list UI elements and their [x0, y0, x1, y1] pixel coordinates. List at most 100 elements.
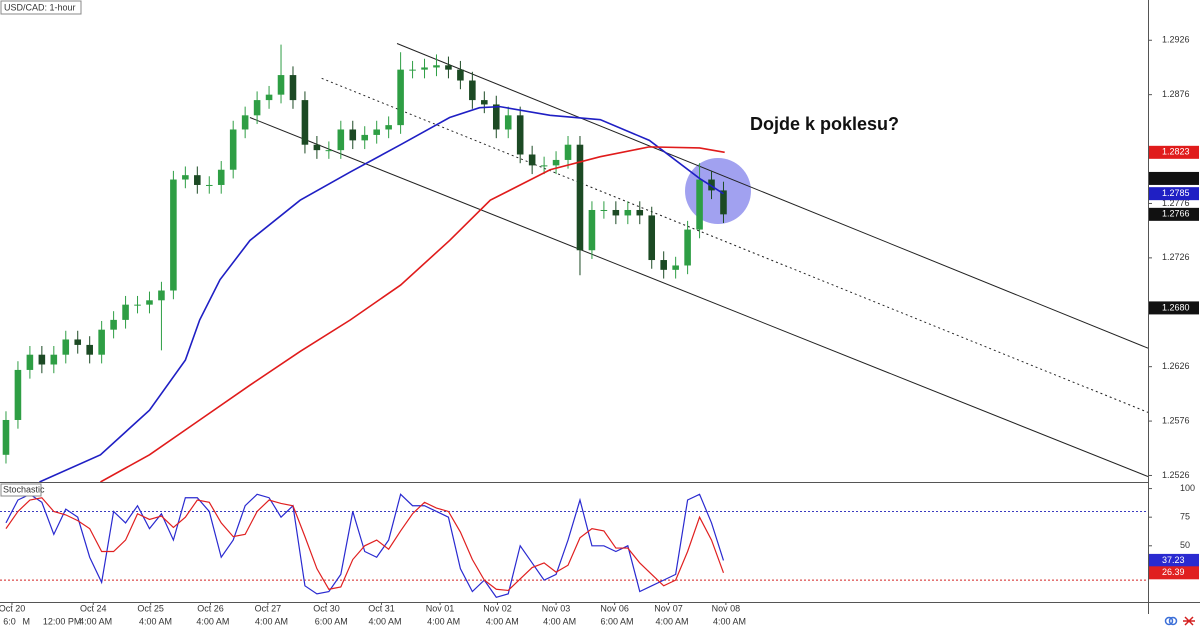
ma-price-tag-box [1149, 187, 1199, 201]
candle-body [277, 75, 285, 95]
candle-body [122, 304, 129, 320]
x-time-label: 4:00 AM [79, 616, 112, 626]
candle-body [696, 179, 703, 230]
x-date-label: Oct 31 [368, 603, 395, 613]
y-tick-label: 100 [1180, 483, 1195, 493]
candle-body [624, 209, 632, 216]
x-time-label: M [23, 616, 31, 626]
x-time-label: 4:00 AM [196, 616, 229, 626]
x-time-label: 4:00 AM [713, 616, 746, 626]
candle-body [146, 300, 153, 305]
candle-body [361, 134, 369, 141]
moving-average [100, 146, 725, 482]
x-time-label: 12:00 PM [43, 616, 82, 626]
annotation: Dojde k poklesu? [750, 114, 899, 134]
candle-body [289, 75, 297, 101]
candle-body [217, 169, 225, 185]
stochastic-panel [0, 493, 1148, 598]
price-tag-box [1149, 301, 1199, 315]
icon-link[interactable] [1164, 616, 1174, 626]
candle-body [504, 115, 512, 130]
candle-body [229, 129, 237, 170]
candle-body [672, 265, 679, 270]
x-time-label: 6:00 AM [601, 616, 634, 626]
candle-body [182, 175, 189, 180]
title-box [0, 0, 82, 15]
stochastic-tag-box [1149, 566, 1199, 580]
x-time-label: 4:00 AM [656, 616, 689, 626]
candle-body [98, 329, 105, 355]
candle-body [110, 319, 117, 330]
x-time-label: 4:00 AM [139, 616, 172, 626]
candle-body [313, 144, 321, 151]
candle-body [158, 290, 165, 301]
x-date-label: Nov 01 [426, 603, 455, 613]
ma-price-tag-box [1149, 145, 1199, 159]
candle-body [720, 190, 727, 215]
y-tick-label: 1.2576 [1162, 415, 1190, 425]
x-time-label: 4:00 AM [255, 616, 288, 626]
candle-body [253, 100, 261, 116]
candle-body [421, 67, 428, 70]
candle-body [385, 125, 392, 130]
candle-body [516, 115, 524, 155]
x-time-label: 4:00 AM [427, 616, 460, 626]
toolbar-icons[interactable] [1164, 616, 1196, 626]
last-price-tag-box [1149, 207, 1199, 221]
candle-body [660, 260, 667, 270]
stochastic-tag: 37.23 [1162, 555, 1185, 565]
candle-body [492, 104, 500, 130]
stochastic-tag-box [1149, 553, 1199, 567]
y-tick-label: 1.2726 [1162, 252, 1190, 262]
candle-body [86, 344, 93, 355]
candle-body [540, 165, 548, 167]
candle-body [38, 354, 46, 365]
candle-body [708, 179, 715, 191]
candle-body [636, 209, 644, 216]
candle-body [397, 69, 404, 126]
price-tag: 1.2680 [1162, 302, 1190, 312]
y-tick-label: 1.2926 [1162, 35, 1190, 45]
candle-body [349, 129, 357, 141]
indicator-title: Stochastic [3, 484, 45, 494]
x-time-label: 6:00 AM [315, 616, 348, 626]
axes: Oct 20 Oct 24 Oct 25 Oct 26 Oct 27 Oct 30 Oct … [0, 35, 1199, 626]
candle-body [194, 175, 201, 185]
x-date-label: Oct 24 [80, 603, 107, 613]
candle-body [433, 65, 440, 68]
x-date-label: Oct 26 [197, 603, 224, 613]
candle-body [409, 69, 416, 71]
candle-body [301, 100, 309, 145]
candle-body [2, 419, 10, 455]
ma-price-tag: 1.2785 [1162, 188, 1190, 198]
stochastic-line [5, 497, 725, 592]
candle-body [205, 184, 213, 186]
icon-crosshair[interactable] [1183, 616, 1195, 626]
x-date-label: Oct 25 [137, 603, 164, 613]
candle-body [481, 100, 488, 105]
candle-body [26, 354, 34, 370]
candle-body [445, 65, 452, 70]
x-date-label: Nov 07 [654, 603, 683, 613]
x-time-label: 6:0 [3, 616, 16, 626]
candle-body [612, 209, 620, 216]
candle-body [528, 154, 536, 166]
chart-title: USD/CAD: 1-hour [4, 2, 76, 12]
price-panel [2, 43, 1148, 482]
x-date-label: Oct 30 [313, 603, 340, 613]
ma-price-tag: 1.2823 [1162, 147, 1190, 157]
y-tick-label: 1.2526 [1162, 470, 1190, 480]
stochastic-tag: 26.39 [1162, 567, 1185, 577]
candle-body [62, 339, 70, 355]
icon-link-2 [1168, 616, 1178, 626]
candle-body [337, 129, 345, 151]
candle-body [600, 209, 608, 211]
candle-body [588, 209, 596, 251]
candle-body [325, 150, 333, 152]
x-time-label: 4:00 AM [369, 616, 402, 626]
y-tick-label: 50 [1180, 540, 1190, 550]
x-date-label: Oct 20 [0, 603, 25, 613]
x-date-label: Nov 06 [600, 603, 629, 613]
y-tick-label: 1.2776 [1162, 198, 1190, 208]
